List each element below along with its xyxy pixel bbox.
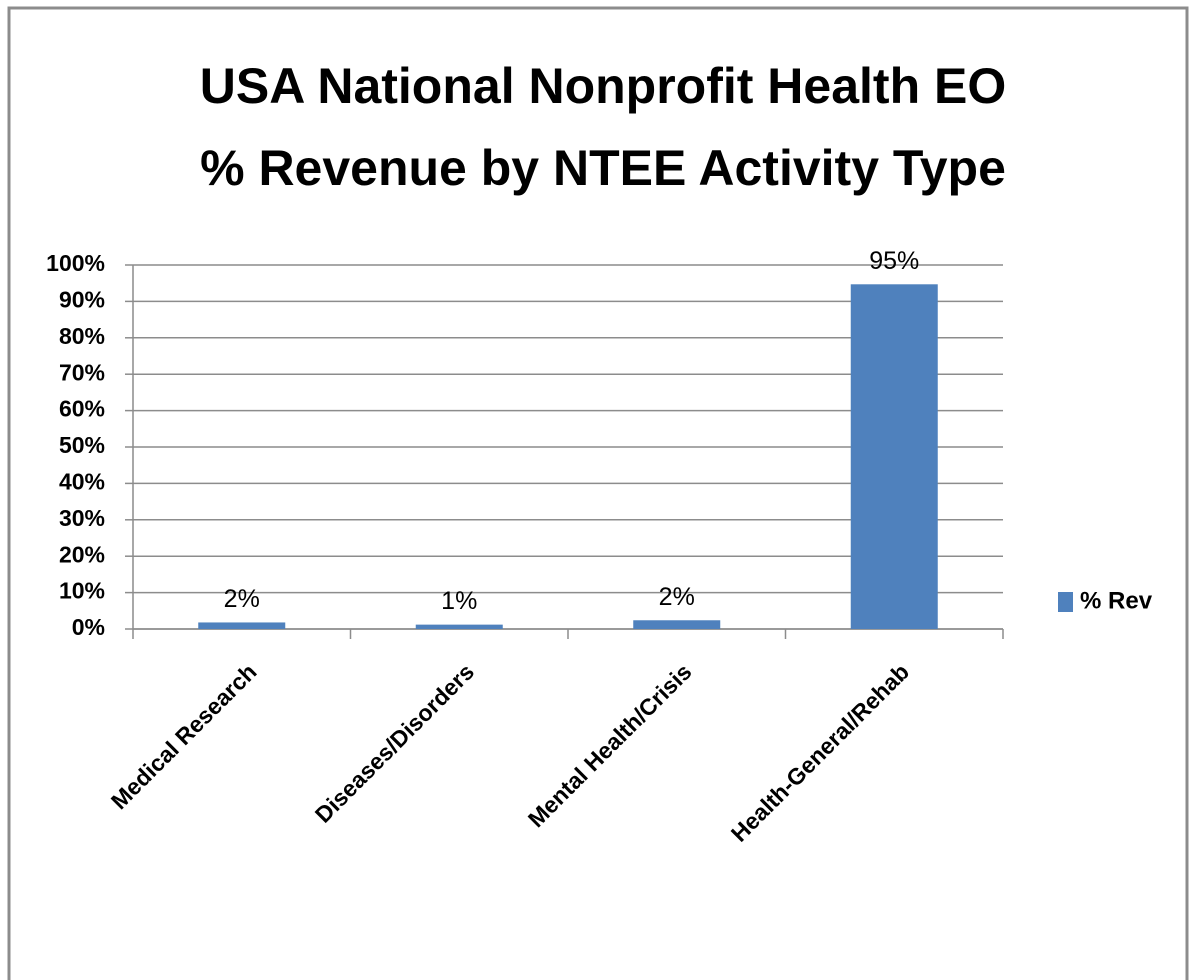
bar (850, 284, 938, 629)
y-tick-label: 0% (72, 614, 105, 640)
data-label: 95% (869, 247, 919, 275)
legend-swatch (1058, 592, 1073, 612)
legend-label: % Rev (1080, 587, 1153, 614)
y-tick-label: 90% (59, 286, 105, 312)
y-tick-label: 50% (59, 432, 105, 458)
bar (415, 624, 503, 629)
y-tick-label: 100% (46, 250, 105, 276)
chart-title: USA National Nonprofit Health EO (200, 58, 1007, 114)
y-tick-label: 80% (59, 323, 105, 349)
y-tick-label: 10% (59, 578, 105, 604)
y-tick-label: 20% (59, 541, 105, 567)
bar (198, 622, 286, 629)
y-tick-label: 70% (59, 359, 105, 385)
y-tick-label: 60% (59, 396, 105, 422)
chart-border (7, 6, 1189, 980)
bar (633, 620, 721, 629)
y-tick-label: 30% (59, 505, 105, 531)
y-tick-label: 40% (59, 468, 105, 494)
data-label: 2% (224, 585, 260, 613)
data-label: 2% (659, 583, 695, 611)
data-label: 1% (441, 587, 477, 615)
chart-title: % Revenue by NTEE Activity Type (200, 140, 1006, 196)
